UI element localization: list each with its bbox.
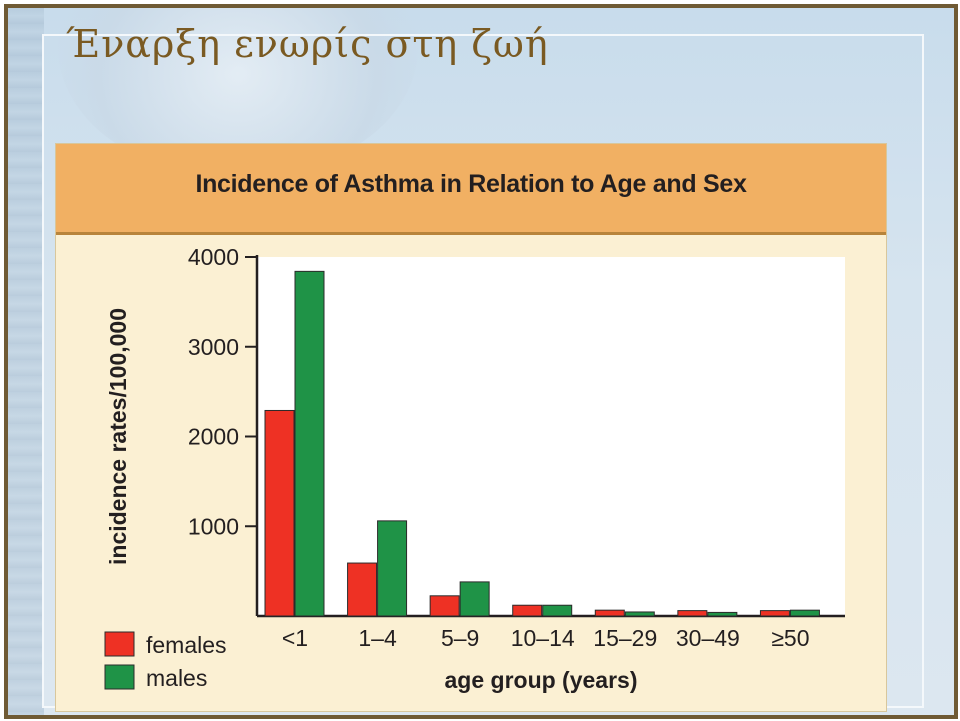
bar-males-6 (789, 609, 820, 617)
bar-females-2 (429, 595, 460, 617)
bar-females-6 (759, 610, 790, 617)
background-pillar (8, 8, 44, 715)
bar-males-4 (624, 611, 655, 617)
chart-title: Incidence of Asthma in Relation to Age a… (195, 170, 747, 198)
bar-chart: 1000 2000 3000 4000 <1 1–4 5–9 10–14 15–29 30–49 ≥… (104, 244, 845, 693)
bar-females-3 (512, 604, 543, 617)
legend-swatch-males (104, 664, 135, 690)
x-tick-label: 5–9 (441, 625, 479, 651)
bar-males-3 (542, 604, 573, 617)
x-tick-label: 10–14 (511, 625, 575, 651)
bar-females-4 (594, 609, 625, 617)
x-tick-label: 15–29 (593, 625, 657, 651)
legend-label-males: males (146, 665, 207, 691)
y-tick-label: 3000 (188, 334, 239, 360)
bar-females-5 (677, 610, 708, 617)
slide-title: Έναρξη ενωρίς στη ζωή (66, 22, 549, 66)
bar-females-1 (347, 562, 378, 617)
x-axis-title: age group (years) (445, 667, 638, 693)
chart-header: Incidence of Asthma in Relation to Age a… (56, 144, 886, 235)
bar-males-0 (294, 270, 325, 617)
chart-figure: Incidence of Asthma in Relation to Age a… (56, 144, 886, 711)
x-tick-label: 30–49 (676, 625, 740, 651)
x-tick-label: <1 (282, 625, 308, 651)
y-axis-title: incidence rates/100,000 (105, 308, 131, 565)
y-tick-label: 4000 (188, 244, 239, 270)
legend-label-females: females (146, 632, 227, 658)
bar-males-2 (459, 581, 490, 617)
bar-females-0 (264, 409, 295, 617)
bar-males-1 (377, 520, 408, 617)
x-tick-label: 1–4 (358, 625, 397, 651)
plot-area (257, 257, 845, 616)
legend-swatch-females (104, 631, 135, 657)
bar-males-5 (707, 611, 738, 617)
y-tick-label: 1000 (188, 513, 239, 539)
y-tick-label: 2000 (188, 424, 239, 450)
x-tick-label: ≥50 (771, 625, 809, 651)
